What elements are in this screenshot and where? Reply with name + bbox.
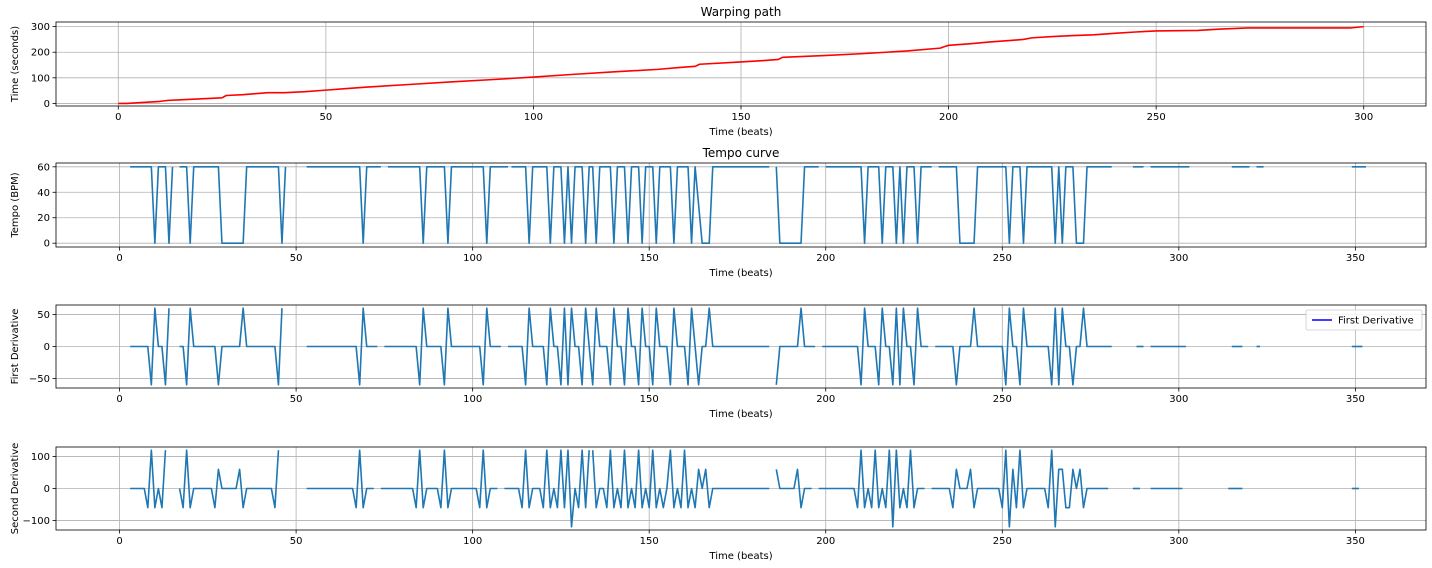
series-line-1-segment-3: [306, 307, 378, 386]
x-tick-label: 250: [993, 536, 1012, 547]
chart-title: Warping path: [701, 5, 782, 19]
x-tick-label: 300: [1169, 253, 1188, 264]
y-tick-label: 100: [31, 452, 50, 463]
series-line-1-segment-7: [825, 166, 932, 244]
series-line-1-segment-5: [504, 449, 590, 528]
x-tick-label: 50: [290, 253, 303, 264]
y-axis-label: Second Derivative: [10, 443, 21, 535]
x-tick-label: 300: [1169, 536, 1188, 547]
legend: First Derivative: [1305, 309, 1423, 331]
subplot-1: 0 50 100 150 200 250 300 0 100 200 300 Time (beats)…: [10, 5, 1427, 138]
y-tick-label: 300: [31, 22, 50, 33]
x-tick-label: 250: [993, 394, 1012, 405]
legend-label: First Derivative: [1338, 316, 1414, 327]
y-tick-label: −50: [29, 374, 50, 385]
x-tick-label: 150: [640, 536, 659, 547]
x-axis-label: Time (beats): [708, 268, 772, 279]
series-line-1-segment-5: [507, 307, 770, 386]
x-tick-label: 100: [463, 253, 482, 264]
x-tick-label: 300: [1354, 112, 1373, 123]
x-axis-label: Time (beats): [708, 409, 772, 420]
y-tick-label: 0: [44, 99, 50, 110]
series-line-1-segment-1: [130, 307, 170, 386]
y-tick-label: −100: [23, 516, 50, 527]
chart-title: Tempo curve: [702, 146, 780, 160]
series-line-1-segment-2: [179, 166, 287, 244]
subplot-3: 0 50 100 150 200 250 300 350 −50 0 50 Time (beats) F…: [10, 304, 1427, 420]
y-axis-label: First Derivative: [10, 309, 21, 385]
x-tick-label: 0: [116, 536, 122, 547]
x-tick-label: 200: [939, 112, 958, 123]
x-tick-label: 200: [816, 536, 835, 547]
y-tick-label: 0: [44, 239, 50, 250]
axes-frame: [55, 162, 1427, 248]
y-tick-label: 50: [37, 310, 50, 321]
legend-box: [1305, 309, 1423, 331]
series-line-1-segment-6: [775, 166, 819, 244]
series-line-1-segment-8: [938, 166, 1112, 244]
subplot-4: 0 50 100 150 200 250 300 350 −100 0 100 Time (beats…: [10, 443, 1427, 562]
x-tick-label: 350: [1346, 394, 1365, 405]
x-tick-label: 50: [319, 112, 332, 123]
x-tick-label: 250: [993, 253, 1012, 264]
y-axis-label: Time (seconds): [10, 26, 21, 103]
x-tick-label: 150: [640, 253, 659, 264]
series-line-1-segment-1: [130, 449, 167, 509]
series-line-1-segment-7: [775, 468, 812, 509]
x-tick-label: 50: [290, 394, 303, 405]
x-tick-label: 200: [816, 253, 835, 264]
x-tick-label: 0: [116, 394, 122, 405]
y-tick-label: 40: [37, 188, 50, 199]
x-tick-label: 0: [116, 253, 122, 264]
x-tick-label: 100: [463, 536, 482, 547]
y-axis-label: Tempo (BPM): [10, 172, 21, 238]
y-tick-label: 60: [37, 162, 50, 173]
series-line-1-segment-4: [387, 166, 508, 244]
series-line-1-segment-2: [179, 307, 283, 386]
x-tick-label: 150: [731, 112, 750, 123]
x-axis-label: Time (beats): [708, 551, 772, 562]
x-tick-label: 200: [816, 394, 835, 405]
series-line-1-segment-7: [822, 307, 929, 386]
x-tick-label: 100: [463, 394, 482, 405]
y-tick-label: 20: [37, 213, 50, 224]
x-tick-label: 100: [524, 112, 543, 123]
series-line-1-segment-6: [775, 307, 816, 385]
x-tick-label: 150: [640, 394, 659, 405]
series-line-1-segment-2: [178, 449, 280, 509]
series-line-1-segment-9: [931, 449, 1109, 528]
y-tick-label: 0: [44, 484, 50, 495]
series-line-1-segment-3: [306, 449, 374, 509]
series-line-1-segment-5: [511, 166, 770, 244]
x-axis-label: Time (beats): [708, 127, 772, 138]
y-tick-label: 0: [44, 342, 50, 353]
x-tick-label: 300: [1169, 394, 1188, 405]
x-tick-label: 0: [115, 112, 121, 123]
series-line-1-segment-4: [380, 449, 498, 509]
x-tick-label: 350: [1346, 253, 1365, 264]
series-line-1-segment-8: [818, 449, 925, 528]
x-tick-label: 250: [1147, 112, 1166, 123]
series-line-1-segment-6: [591, 449, 770, 509]
x-tick-label: 350: [1346, 536, 1365, 547]
y-tick-label: 100: [31, 73, 50, 84]
series-line-1-segment-1: [130, 166, 174, 244]
subplot-2: 0 50 100 150 200 250 300 350 0 20 40 60 Time (beats)…: [10, 146, 1427, 279]
x-tick-label: 50: [290, 536, 303, 547]
series-line-1-segment-8: [935, 307, 1112, 386]
series-line-1-segment-3: [306, 166, 381, 244]
y-tick-label: 200: [31, 48, 50, 59]
series-line-1-segment-4: [384, 307, 501, 386]
series-line-1-segment-1: [118, 25, 1364, 105]
